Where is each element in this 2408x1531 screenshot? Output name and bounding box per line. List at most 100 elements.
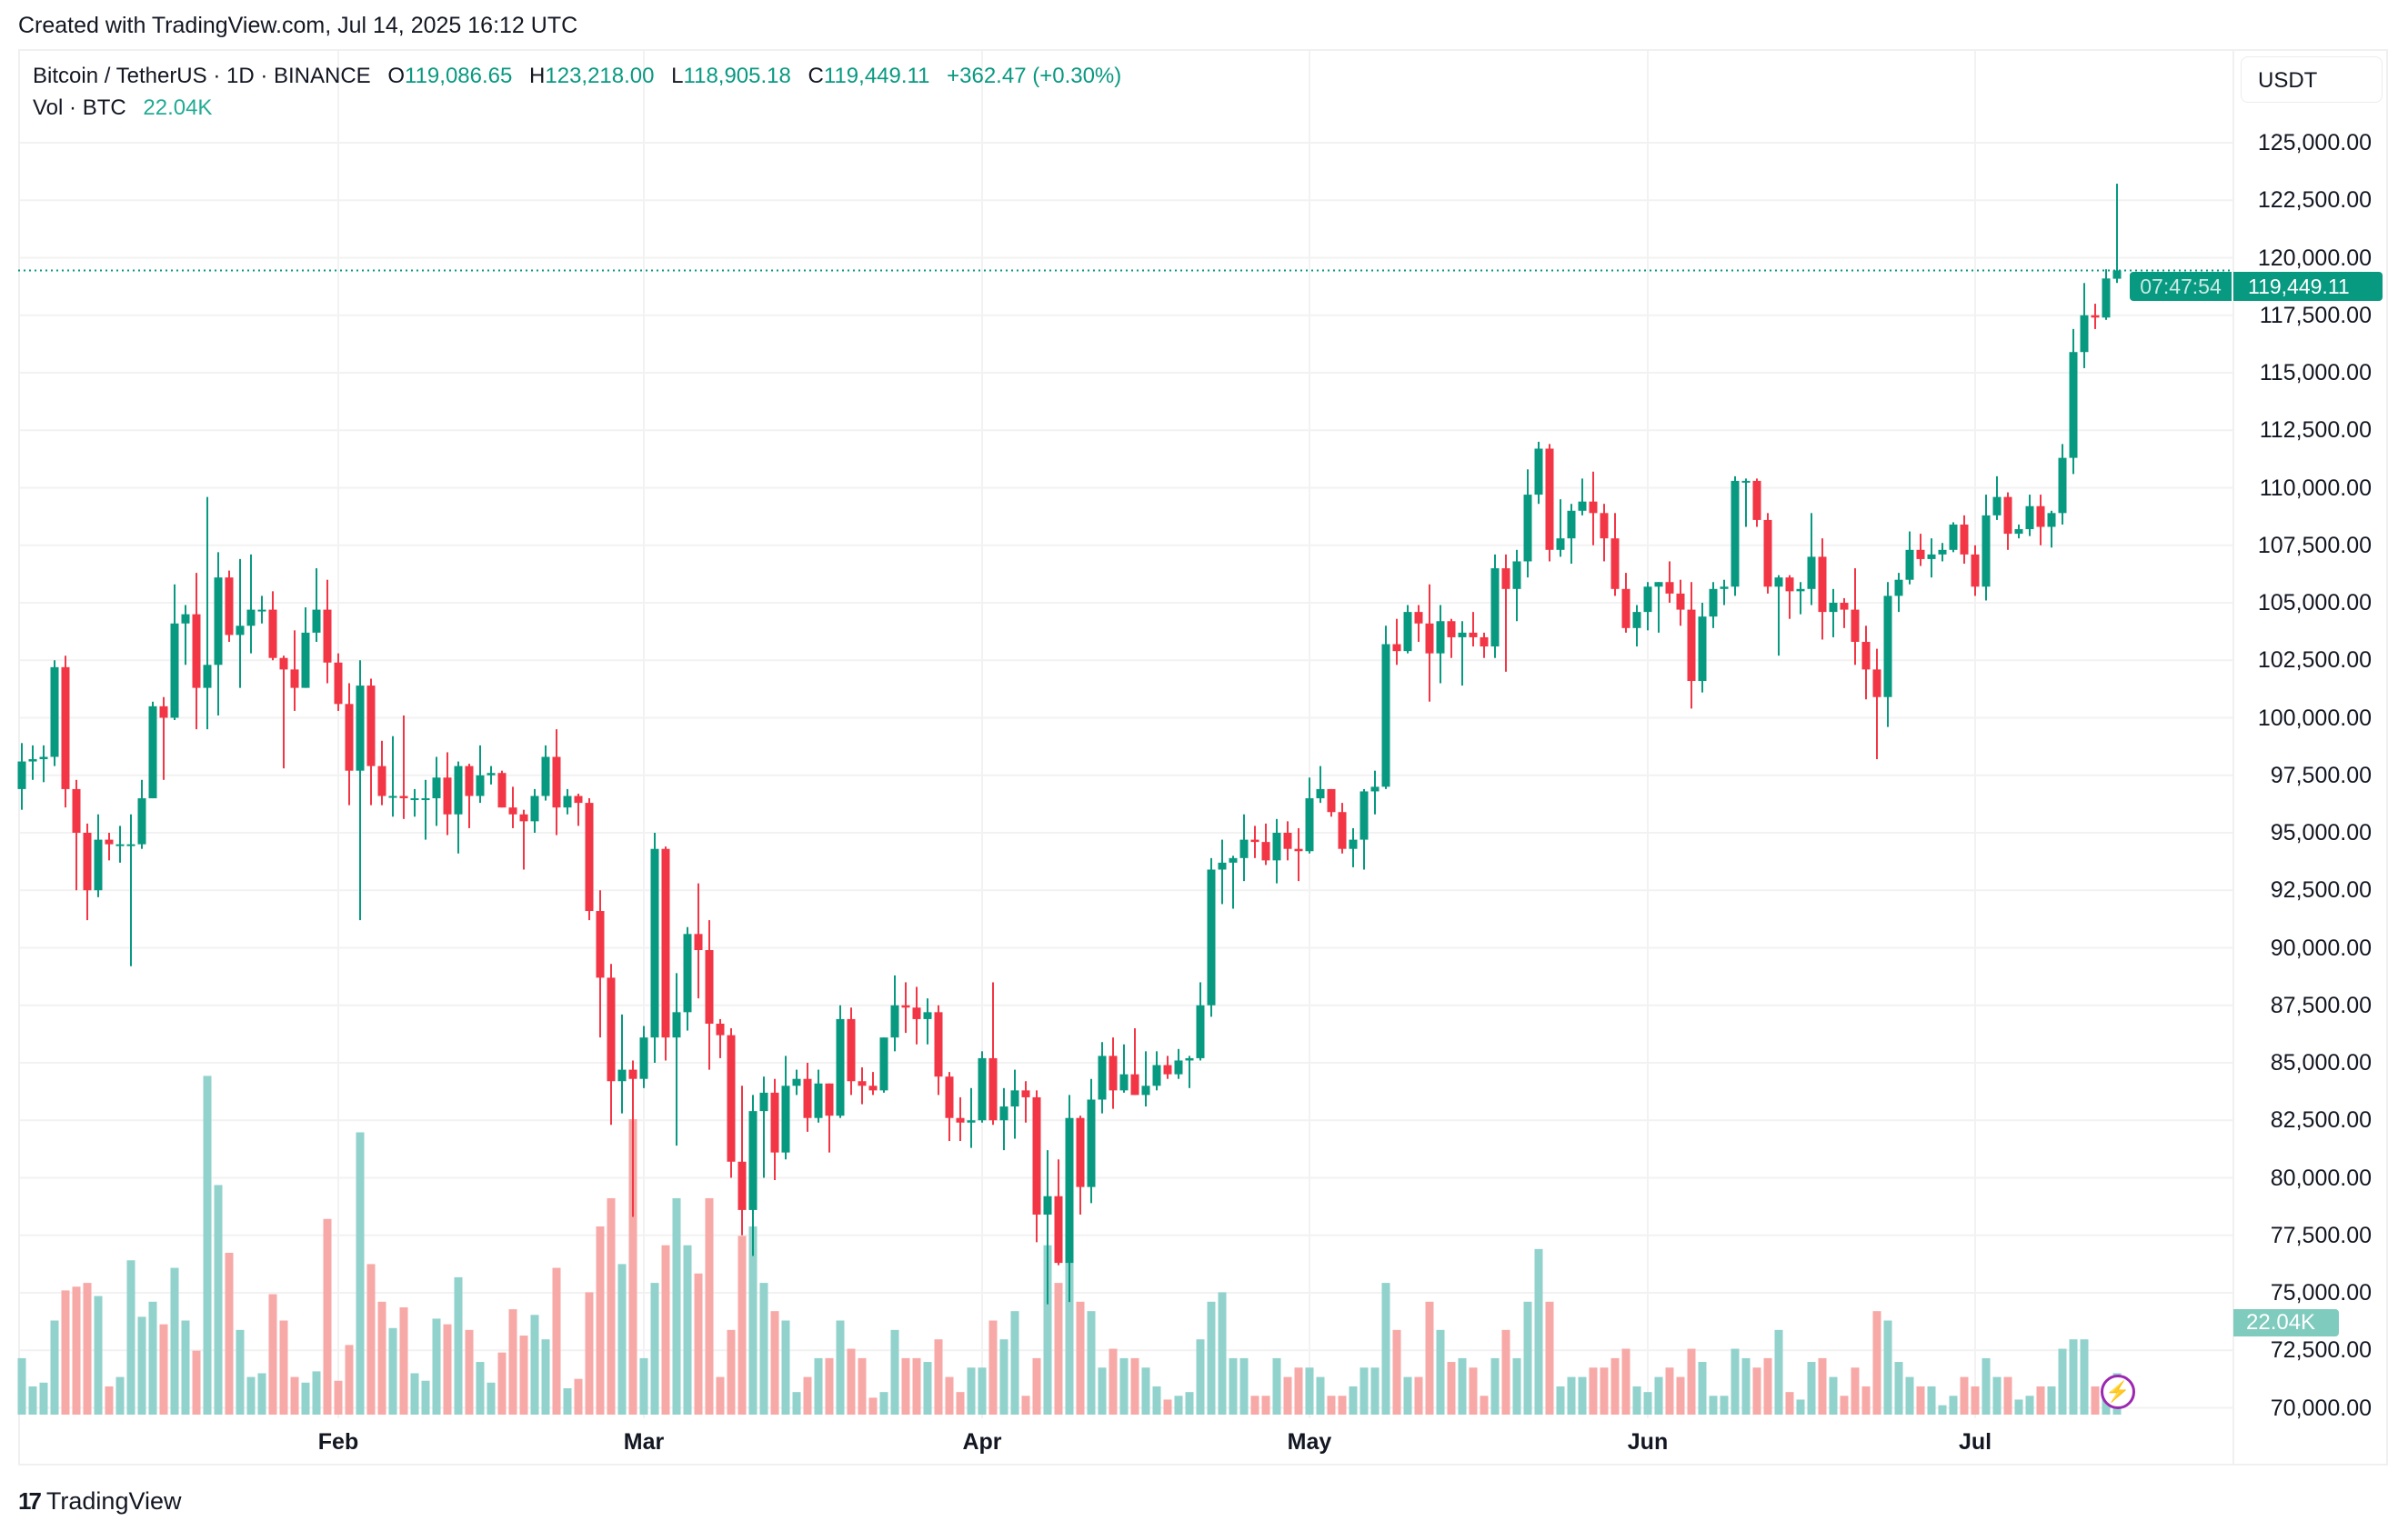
volume-bar xyxy=(552,1267,561,1415)
volume-bar xyxy=(1894,1362,1903,1415)
candle-body xyxy=(585,803,594,912)
volume-bar xyxy=(1381,1283,1390,1415)
volume-bar xyxy=(596,1226,605,1415)
volume-label[interactable]: Vol · BTC xyxy=(33,95,126,120)
candle xyxy=(39,745,48,783)
currency-unit-button[interactable]: USDT xyxy=(2241,56,2383,103)
candle xyxy=(716,1018,725,1058)
candle-body xyxy=(836,1018,845,1116)
candle xyxy=(17,743,26,810)
candle xyxy=(901,982,910,1034)
lightning-icon[interactable]: ⚡ xyxy=(2101,1375,2135,1409)
volume-bar xyxy=(999,1339,1008,1415)
volume-bar xyxy=(1545,1301,1554,1415)
candle xyxy=(1643,582,1652,631)
candle xyxy=(1676,579,1685,626)
candle xyxy=(126,814,135,966)
candle xyxy=(1272,818,1281,884)
volume-bar xyxy=(1098,1367,1107,1415)
candle-body xyxy=(454,766,463,815)
volume-bar xyxy=(945,1376,954,1415)
volume-bar xyxy=(781,1320,790,1415)
candle-body xyxy=(388,796,397,798)
candle-body xyxy=(1971,554,1980,587)
candle xyxy=(257,595,266,624)
candle-body xyxy=(39,756,48,760)
candle xyxy=(137,779,146,849)
candle xyxy=(476,745,485,804)
candle xyxy=(934,1005,943,1096)
candle xyxy=(759,1076,768,1178)
volume-bar xyxy=(1360,1367,1369,1415)
candle xyxy=(2102,269,2111,320)
tradingview-logo[interactable]: 17 TradingView xyxy=(18,1487,182,1516)
volume-bar xyxy=(410,1373,419,1415)
volume-bar xyxy=(1458,1357,1467,1415)
change-value: +362.47 (+0.30%) xyxy=(947,64,1122,88)
candle xyxy=(148,701,157,799)
candle-body xyxy=(1949,524,1958,550)
candle-body xyxy=(1218,862,1227,870)
candle xyxy=(181,605,190,665)
volume-bar xyxy=(1927,1386,1936,1415)
candle-body xyxy=(1469,632,1478,637)
volume-bar xyxy=(1665,1367,1674,1415)
candle-body xyxy=(170,623,179,718)
grid xyxy=(20,51,2233,1418)
symbol-title[interactable]: Bitcoin / TetherUS · 1D · BINANCE xyxy=(33,64,371,88)
candle xyxy=(1032,1090,1041,1243)
volume-bar xyxy=(628,1119,637,1415)
volume-bar xyxy=(508,1309,517,1415)
candle xyxy=(956,1096,965,1142)
candle-body xyxy=(1545,448,1554,550)
candle xyxy=(814,1069,823,1123)
candle-body xyxy=(2003,496,2012,535)
volume-bar xyxy=(1589,1367,1598,1415)
candle xyxy=(967,1087,976,1148)
low-value: 118,905.18 xyxy=(683,64,791,88)
candle-body xyxy=(1054,1196,1063,1264)
volume-bar xyxy=(694,1273,703,1415)
price-tick-label: 107,500.00 xyxy=(2257,532,2372,558)
candle-body xyxy=(508,807,517,815)
volume-bar xyxy=(1938,1405,1947,1415)
volume-bar xyxy=(1250,1396,1259,1415)
candle-body xyxy=(2112,270,2122,279)
candle-body xyxy=(1338,812,1347,849)
volume-bar xyxy=(650,1283,659,1415)
volume-bar xyxy=(1327,1396,1336,1415)
candle xyxy=(399,715,408,819)
candle xyxy=(323,579,332,684)
candle-body xyxy=(748,1111,758,1210)
volume-bar xyxy=(214,1185,223,1415)
volume-bar xyxy=(345,1345,354,1415)
candle-body xyxy=(126,844,135,846)
candle-body xyxy=(1196,1005,1205,1058)
candle xyxy=(1785,575,1794,619)
price-tick-label: 122,500.00 xyxy=(2257,187,2372,214)
volume-bar xyxy=(225,1252,234,1415)
candle-body xyxy=(1687,609,1696,682)
candle-body xyxy=(192,614,201,688)
candle xyxy=(585,798,594,921)
candle-body xyxy=(246,609,256,626)
candle xyxy=(443,752,452,836)
candle xyxy=(1087,1078,1096,1204)
candle-body xyxy=(705,950,714,1024)
candle-body xyxy=(410,798,419,801)
price-tick-label: 112,500.00 xyxy=(2259,417,2372,444)
candle-body xyxy=(1141,1086,1150,1096)
candle xyxy=(1174,1048,1183,1079)
volume-bar xyxy=(377,1301,386,1415)
candle-body xyxy=(83,833,92,891)
candle xyxy=(421,779,430,840)
candle-body xyxy=(901,1005,910,1008)
candle xyxy=(312,568,321,643)
candle-body xyxy=(868,1086,878,1091)
candle xyxy=(465,764,474,828)
candle-body xyxy=(1392,644,1401,652)
volume-bar xyxy=(890,1329,899,1415)
volume-bar xyxy=(39,1382,48,1415)
candle-body xyxy=(1381,644,1390,787)
